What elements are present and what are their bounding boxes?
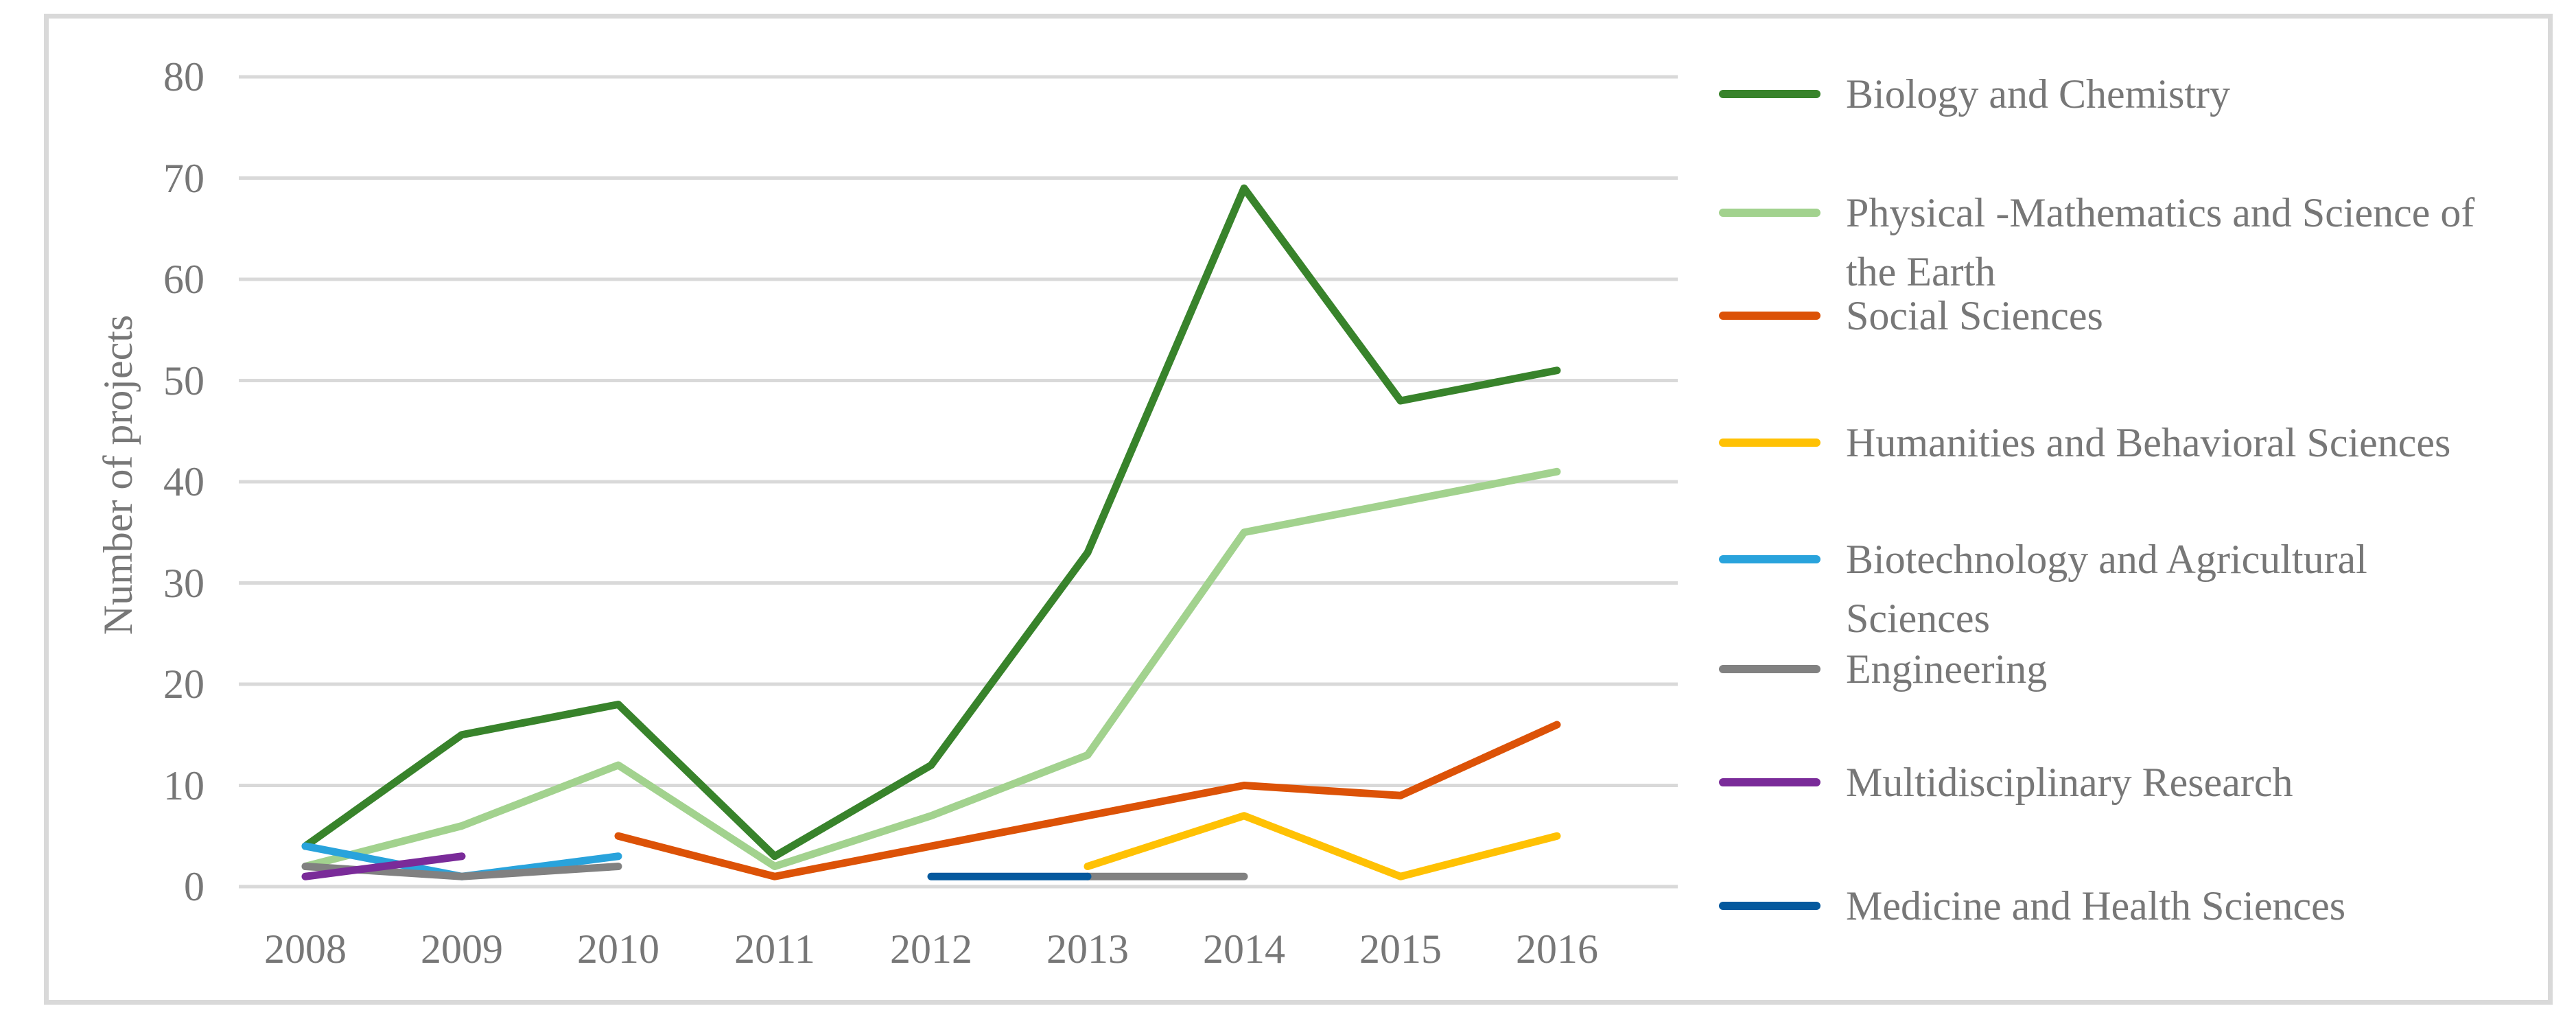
series-line-multidisciplinary-research (301, 852, 466, 880)
x-tick-label: 2015 (1359, 926, 1442, 972)
legend-swatch-physical-mathematics-and-science-of-the-earth (1719, 209, 1820, 217)
legend-swatch-multidisciplinary-research (1719, 778, 1820, 786)
legend-label: Multidisciplinary Research (1846, 753, 2293, 812)
legend-label: Biotechnology and Agricultural Sciences (1846, 530, 2367, 648)
legend-label-line: the Earth (1846, 249, 1996, 294)
legend-label: Humanities and Behavioral Sciences (1846, 413, 2450, 472)
y-tick-label: 80 (163, 54, 204, 100)
legend-label: Social Sciences (1846, 286, 2103, 345)
legend-label: Physical -Mathematics and Science of the … (1846, 183, 2474, 301)
legend-label-line: Physical -Mathematics and Science of (1846, 190, 2475, 235)
legend-swatch-engineering (1719, 665, 1820, 673)
y-tick-label: 70 (163, 155, 204, 201)
legend-label-line: Social Sciences (1846, 293, 2103, 338)
legend-label: Biology and Chemistry (1846, 65, 2230, 124)
y-tick-label: 30 (163, 560, 204, 606)
y-tick-label: 20 (163, 662, 204, 707)
legend-swatch-humanities-and-behavioral-sciences (1719, 439, 1820, 447)
series-line-humanities-and-behavioral-sciences (1084, 812, 1561, 880)
y-tick-label: 0 (184, 864, 204, 909)
series-line-biology-and-chemistry (301, 184, 1561, 861)
legend-swatch-biotechnology-and-agricultural-sciences (1719, 555, 1820, 563)
y-tick-label: 40 (163, 459, 204, 504)
legend-swatch-medicine-and-health-sciences (1719, 902, 1820, 910)
x-tick-label: 2016 (1516, 926, 1598, 972)
y-tick-label: 10 (163, 762, 204, 808)
y-tick-label: 50 (163, 358, 204, 404)
x-tick-label: 2011 (734, 926, 815, 972)
x-tick-label: 2013 (1046, 926, 1129, 972)
x-tick-label: 2009 (421, 926, 503, 972)
legend-label-line: Multidisciplinary Research (1846, 760, 2293, 805)
x-tick-label: 2014 (1203, 926, 1285, 972)
x-tick-label: 2008 (264, 926, 347, 972)
series-line-social-sciences (614, 721, 1561, 880)
x-tick-label: 2010 (577, 926, 659, 972)
legend-swatch-biology-and-chemistry (1719, 90, 1820, 98)
legend-label-line: Humanities and Behavioral Sciences (1846, 420, 2451, 465)
legend-label-line: Sciences (1846, 596, 1990, 641)
series-line-physical-mathematics-and-science-of-the-earth (301, 467, 1561, 870)
x-tick-label: 2012 (890, 926, 972, 972)
legend-label-line: Engineering (1846, 646, 2048, 692)
legend-label: Medicine and Health Sciences (1846, 876, 2345, 935)
legend-label-line: Biology and Chemistry (1846, 71, 2230, 117)
legend-swatch-social-sciences (1719, 312, 1820, 320)
legend-label-line: Biotechnology and Agricultural (1846, 537, 2367, 582)
legend-label-line: Medicine and Health Sciences (1846, 883, 2346, 928)
y-tick-label: 60 (163, 257, 204, 302)
legend-label: Engineering (1846, 640, 2047, 699)
